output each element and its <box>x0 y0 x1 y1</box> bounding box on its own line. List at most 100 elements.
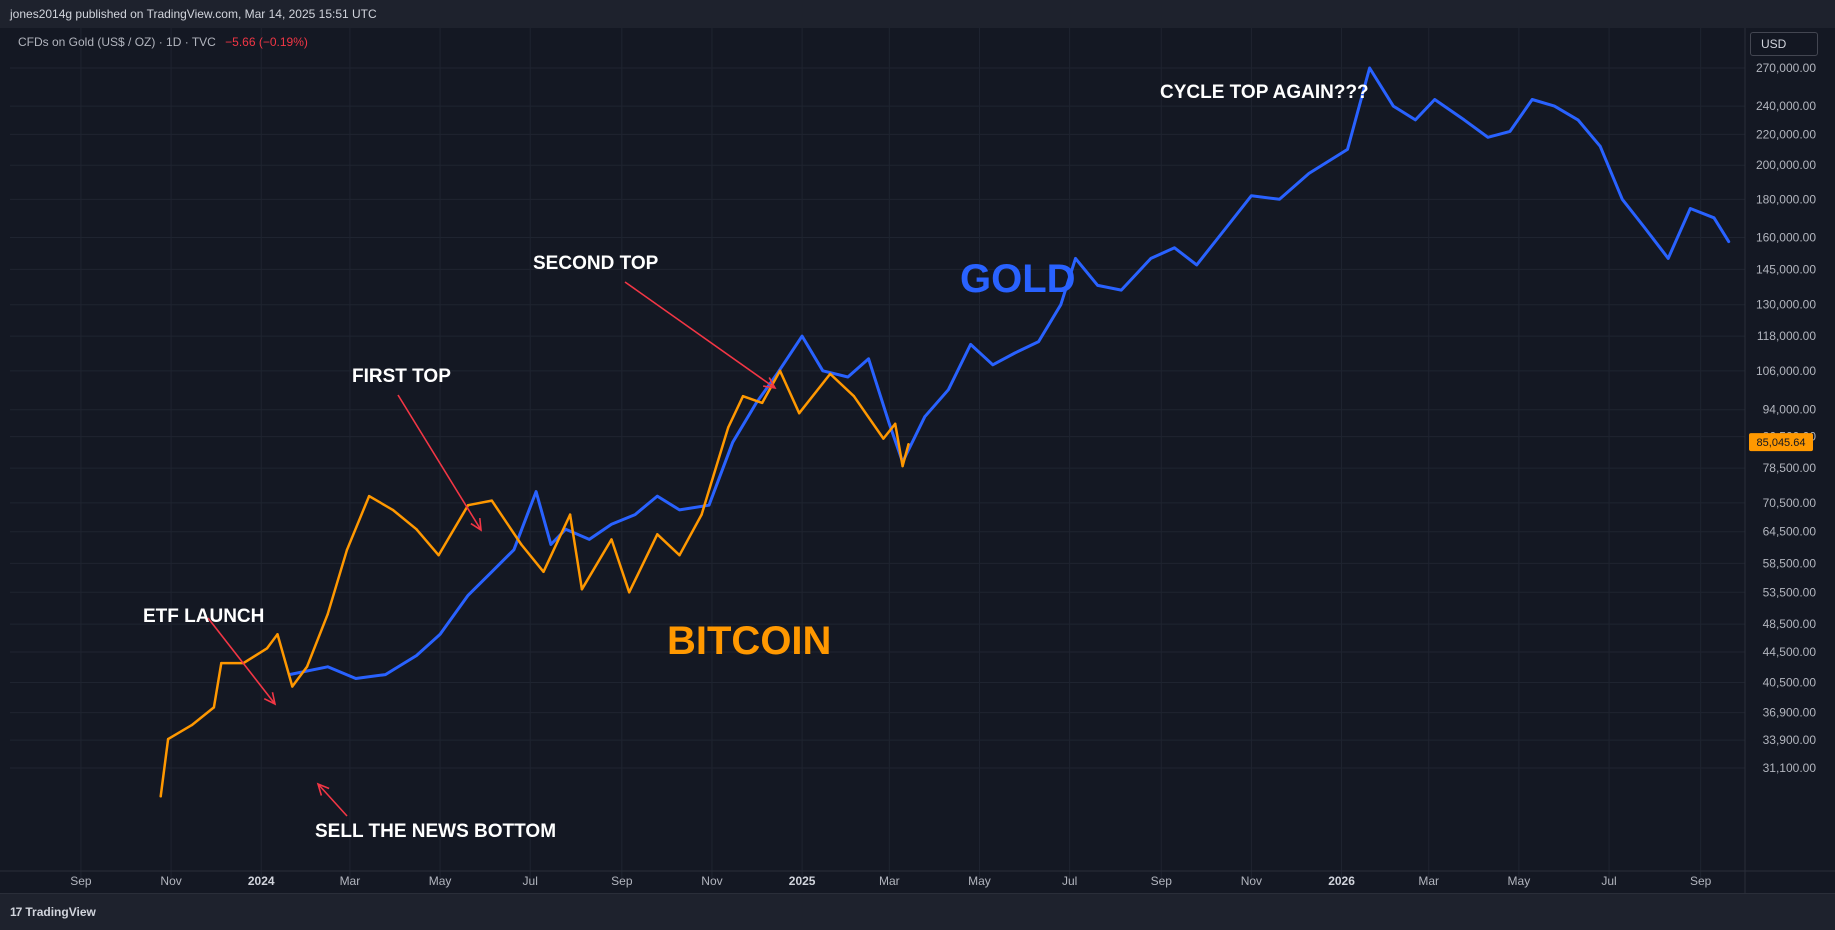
price-tick-label: 145,000.00 <box>1756 262 1816 276</box>
time-tick-label: May <box>429 874 452 888</box>
gold-data-point <box>490 570 493 573</box>
gold-data-point <box>1576 118 1580 122</box>
gold-data-point <box>326 665 329 668</box>
gold-data-point <box>678 508 681 512</box>
price-tick-label: 33,900.00 <box>1763 733 1817 747</box>
last-price-badge-bg <box>1749 433 1813 452</box>
price-tick-label: 64,500.00 <box>1763 525 1817 539</box>
price-tick-label: 44,500.00 <box>1763 645 1817 659</box>
price-tick-label: 58,500.00 <box>1763 556 1817 570</box>
bitcoin-data-point <box>798 412 801 415</box>
price-tick-label: 200,000.00 <box>1756 158 1816 172</box>
time-tick-label: Mar <box>340 874 361 888</box>
bitcoin-data-point <box>415 528 418 531</box>
symbol-header[interactable]: CFDs on Gold (US$ / OZ) · 1D · TVC −5.66… <box>18 35 308 49</box>
bitcoin-label: BITCOIN <box>667 619 831 663</box>
price-tick-label: 270,000.00 <box>1756 61 1816 75</box>
footer-bar: 17 TradingView <box>0 893 1835 930</box>
bitcoin-data-point <box>678 554 681 557</box>
time-tick-label: Jul <box>1062 874 1077 888</box>
second-top-arrow <box>624 281 776 389</box>
time-tick-label: Sep <box>611 874 633 888</box>
second-top-arrow-head <box>763 377 777 390</box>
annotation-arrows <box>207 281 777 817</box>
gold-data-point <box>821 369 824 372</box>
bitcoin-data-point <box>628 591 631 594</box>
gold-data-point <box>1250 194 1253 197</box>
price-tick-label: 130,000.00 <box>1756 298 1816 312</box>
gold-data-point <box>1096 284 1099 287</box>
bitcoin-data-point <box>568 513 572 516</box>
gold-data-point <box>867 357 870 360</box>
gold-data-point <box>1621 198 1624 201</box>
gold-data-point <box>1463 118 1466 122</box>
price-tick-label: 106,000.00 <box>1756 364 1816 378</box>
time-tick-label: Mar <box>879 874 900 888</box>
bitcoin-data-point <box>542 570 545 573</box>
gold-data-point <box>466 594 470 597</box>
sell-the-news-arrow <box>317 783 348 817</box>
gold-data-point <box>1599 145 1602 148</box>
annotation-labels: ETF LAUNCH SELL THE NEWS BOTTOM FIRST TOP S… <box>143 82 1369 842</box>
second-top-label: SECOND TOP <box>533 253 659 274</box>
bitcoin-data-point <box>520 543 523 546</box>
chart-pane[interactable] <box>0 28 1835 893</box>
gold-data-point <box>1433 98 1436 101</box>
gold-data-point <box>1368 66 1371 70</box>
bitcoin-data-point <box>761 401 764 405</box>
price-tick-label: 220,000.00 <box>1756 127 1816 141</box>
gold-data-point <box>1307 172 1311 175</box>
time-tick-label: Sep <box>70 874 92 888</box>
bitcoin-data-point <box>159 795 162 798</box>
gold-data-point <box>1689 207 1692 210</box>
time-tick-label: 2024 <box>248 874 275 888</box>
gold-data-point <box>731 441 734 444</box>
bitcoin-data-point <box>580 588 584 591</box>
gold-data-point <box>1195 263 1198 267</box>
bitcoin-data-point <box>345 548 349 551</box>
symbol-title[interactable]: CFDs on Gold (US$ / OZ) · 1D · TVC <box>18 35 216 49</box>
gold-data-point <box>991 363 994 366</box>
gold-data-point <box>415 654 418 657</box>
gold-data-point <box>1643 226 1646 229</box>
gold-data-point <box>1013 351 1017 355</box>
gold-data-point <box>1059 303 1063 306</box>
price-tick-label: 240,000.00 <box>1756 99 1816 113</box>
gold-data-point <box>1727 240 1730 243</box>
time-tick-label: Nov <box>160 874 181 888</box>
price-tick-label: 118,000.00 <box>1757 329 1816 343</box>
gold-data-point <box>610 523 613 526</box>
bitcoin-data-point <box>901 464 904 468</box>
gold-series-line <box>287 66 1731 680</box>
etf-launch-arrow <box>207 617 276 705</box>
currency-button[interactable]: USD <box>1750 32 1818 56</box>
bitcoin-data-point <box>778 369 782 372</box>
gold-data-point <box>1225 226 1228 229</box>
gold-data-point <box>1508 130 1512 133</box>
gold-data-point <box>1037 340 1040 343</box>
gold-data-point <box>656 494 659 498</box>
gold-data-point <box>846 375 850 379</box>
gold-data-point <box>588 538 591 541</box>
gold-data-point <box>1712 216 1716 219</box>
time-tick-label: Sep <box>1151 874 1173 888</box>
gold-data-point <box>1392 104 1395 108</box>
price-chart[interactable]: Sep Nov 2024 Mar May Jul Sep Nov 2025 Mar May Jul Se… <box>0 28 1835 893</box>
bitcoin-data-point <box>265 647 269 650</box>
time-tick-label: Sep <box>1690 874 1712 888</box>
bitcoin-data-point <box>727 426 730 429</box>
time-tick-label: Nov <box>1241 874 1262 888</box>
first-top-arrow-head <box>470 517 482 532</box>
gold-data-point <box>438 633 442 636</box>
gold-data-point <box>800 334 804 338</box>
bitcoin-data-point <box>367 494 371 498</box>
gold-data-point <box>1486 136 1490 139</box>
price-tick-label: 40,500.00 <box>1763 675 1817 689</box>
bitcoin-data-point <box>391 508 394 512</box>
gold-data-point <box>354 677 357 680</box>
published-line: jones2014g published on TradingView.com,… <box>10 7 377 21</box>
time-tick-label: Jul <box>1601 874 1616 888</box>
first-top-label: FIRST TOP <box>352 366 451 387</box>
last-price-badge: 85,045.64 <box>1749 433 1813 452</box>
tradingview-logo[interactable]: 17 TradingView <box>10 905 96 919</box>
